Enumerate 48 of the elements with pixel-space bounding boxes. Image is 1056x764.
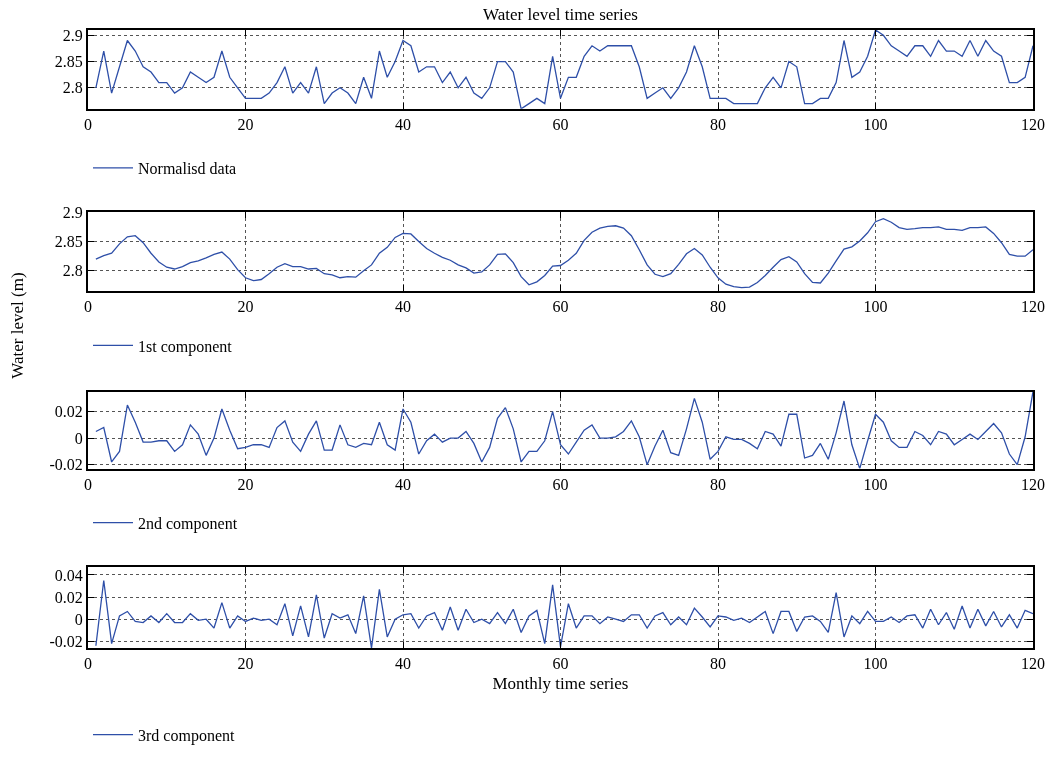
x-tick-label: 40 [395, 298, 411, 316]
x-tick-label: 100 [863, 116, 888, 134]
x-tick-label: 100 [863, 655, 888, 673]
x-tick-label: 40 [395, 655, 411, 673]
x-tick-label: 120 [1021, 475, 1045, 493]
x-tick-label: 40 [395, 116, 411, 134]
x-tick-label: 120 [1021, 655, 1045, 673]
line-series [95, 218, 1033, 289]
x-axis-title: Monthly time series [492, 674, 629, 694]
x-tick-label: 80 [710, 475, 726, 493]
y-tick-label: 0.02 [54, 403, 83, 421]
x-tick-label: 100 [863, 298, 888, 316]
chart-title: Water level time series [483, 5, 638, 24]
y-tick-label: 2.9 [62, 26, 83, 44]
legend-label: 1st component [138, 337, 233, 356]
y-tick-label: 0 [74, 429, 83, 447]
y-tick-label: -0.02 [49, 456, 83, 474]
y-tick-label: 0.04 [54, 566, 83, 584]
x-tick-label: 80 [710, 116, 726, 134]
y-tick-label: 0 [74, 610, 83, 628]
x-tick-label: 60 [552, 655, 569, 673]
y-tick-label: 2.9 [62, 203, 83, 221]
line-series [95, 579, 1033, 648]
x-tick-label: 120 [1021, 116, 1045, 134]
x-tick-label: 80 [710, 298, 726, 316]
y-tick-label: 2.8 [62, 262, 83, 280]
line-series [95, 30, 1033, 109]
x-tick-label: 60 [552, 475, 569, 493]
line-series [95, 391, 1033, 469]
y-tick-label: -0.02 [49, 632, 83, 650]
x-tick-label: 100 [863, 475, 888, 493]
x-tick-label: 20 [237, 298, 254, 316]
y-axis-title: Water level (m) [8, 272, 28, 379]
x-tick-label: 20 [237, 475, 254, 493]
x-tick-label: 20 [237, 655, 254, 673]
x-tick-label: 60 [552, 298, 569, 316]
legend-label: 2nd component [138, 514, 238, 533]
x-tick-label: 120 [1021, 298, 1045, 316]
x-tick-label: 60 [552, 116, 569, 134]
y-tick-label: 2.85 [54, 233, 83, 251]
legend-label: 3rd component [138, 726, 235, 745]
y-tick-label: 2.85 [54, 53, 83, 71]
x-tick-label: 40 [395, 475, 411, 493]
x-tick-label: 20 [237, 116, 254, 134]
y-tick-label: 2.8 [62, 79, 83, 97]
legend-label: Normalisd data [138, 160, 237, 178]
y-tick-label: 0.02 [54, 588, 83, 606]
x-tick-label: 80 [710, 655, 726, 673]
